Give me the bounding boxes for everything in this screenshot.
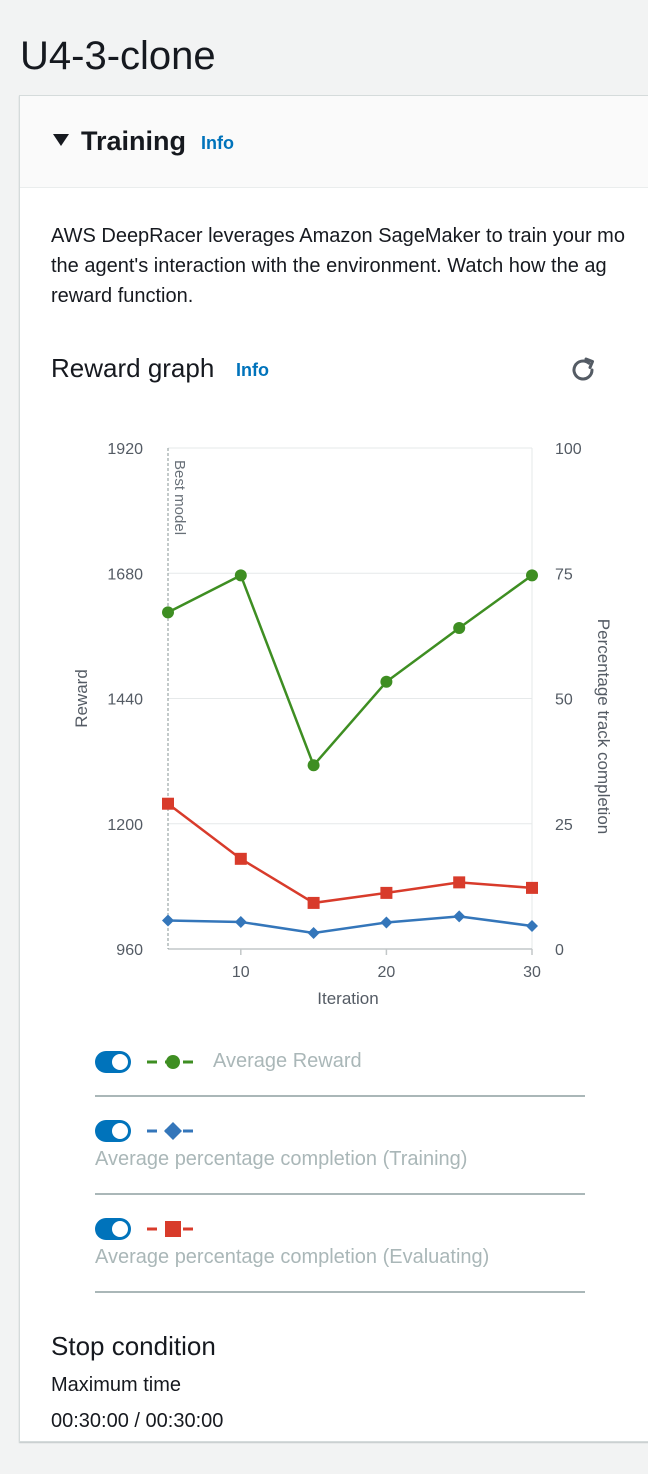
data-point-average-reward bbox=[453, 622, 466, 635]
data-point-average-reward bbox=[380, 675, 393, 688]
data-point-average-percentage-completion-evaluating bbox=[162, 797, 174, 810]
data-point-average-percentage-completion-evaluating bbox=[234, 852, 247, 865]
y-right-tick-label: 25 bbox=[555, 817, 573, 834]
x-tick-label: 30 bbox=[523, 964, 541, 981]
data-point-average-percentage-completion-training bbox=[380, 916, 393, 929]
data-point-average-reward bbox=[234, 569, 247, 582]
reward-graph-title: Reward graph bbox=[51, 353, 215, 383]
legend-label-training: Average percentage completion (Training) bbox=[95, 1148, 468, 1170]
circle-marker-icon bbox=[147, 1055, 199, 1069]
series-line-average-percentage-completion-training bbox=[167, 915, 533, 935]
data-point-average-percentage-completion-training bbox=[453, 910, 466, 923]
toggle-average-reward[interactable] bbox=[95, 1051, 131, 1073]
y-right-tick-label: 75 bbox=[555, 566, 573, 583]
series-line-average-reward bbox=[167, 573, 533, 768]
caret-down-icon[interactable] bbox=[53, 134, 69, 146]
y-right-tick-label: 100 bbox=[555, 441, 582, 458]
reward-graph-info-link[interactable]: Info bbox=[236, 360, 269, 380]
best-model-label: Best model bbox=[171, 460, 188, 535]
toggle-training[interactable] bbox=[95, 1120, 131, 1142]
x-tick-label: 10 bbox=[232, 964, 250, 981]
data-point-average-percentage-completion-training bbox=[307, 926, 320, 939]
max-time-label: Maximum time bbox=[51, 1374, 182, 1396]
diamond-marker-icon bbox=[147, 1122, 199, 1140]
y-left-tick-label: 960 bbox=[116, 942, 143, 959]
y-left-tick-label: 1680 bbox=[107, 566, 143, 583]
reward-chart: 960 1200 1440 1680 1920 0 25 50 75 100 10 20 30 Itera… bbox=[72, 441, 613, 1008]
page-title: U4-3-clone bbox=[20, 34, 216, 78]
legend-label-evaluating: Average percentage completion (Evaluatin… bbox=[95, 1246, 490, 1268]
y-left-axis-title: Reward bbox=[72, 669, 91, 728]
data-point-average-percentage-completion-training bbox=[234, 915, 247, 928]
description-line: the agent's interaction with the environ… bbox=[51, 255, 607, 277]
y-left-tick-label: 1200 bbox=[107, 817, 143, 834]
data-point-average-percentage-completion-evaluating bbox=[526, 881, 538, 894]
training-panel: Training Info AWS DeepRacer leverages Am… bbox=[19, 95, 648, 1442]
y-left-tick-label: 1920 bbox=[107, 441, 143, 458]
stop-condition-title: Stop condition bbox=[51, 1331, 216, 1361]
data-point-average-percentage-completion-evaluating bbox=[380, 886, 393, 899]
square-marker-icon bbox=[147, 1221, 199, 1237]
legend-item-evaluating: Average percentage completion (Evaluatin… bbox=[95, 1212, 585, 1293]
y-left-tick-label: 1440 bbox=[107, 692, 143, 709]
x-axis-title: Iteration bbox=[317, 989, 378, 1008]
x-tick-label: 20 bbox=[378, 964, 396, 981]
legend-item-training: Average percentage completion (Training) bbox=[95, 1114, 585, 1195]
data-point-average-percentage-completion-evaluating bbox=[453, 876, 466, 889]
training-panel-header[interactable]: Training Info bbox=[20, 96, 648, 188]
data-point-average-reward bbox=[162, 606, 174, 619]
description-line: AWS DeepRacer leverages Amazon SageMaker… bbox=[51, 225, 625, 247]
data-point-average-reward bbox=[307, 759, 320, 772]
legend-label-average-reward: Average Reward bbox=[213, 1050, 362, 1072]
toggle-evaluating[interactable] bbox=[95, 1218, 131, 1240]
training-title[interactable]: Training bbox=[81, 126, 187, 156]
data-point-average-reward bbox=[526, 569, 538, 582]
y-right-axis-title: Percentage track completion bbox=[594, 619, 613, 834]
legend-item-average-reward: Average Reward bbox=[95, 1043, 585, 1097]
training-info-link[interactable]: Info bbox=[201, 133, 234, 153]
max-time-value: 00:30:00 / 00:30:00 bbox=[51, 1410, 224, 1432]
series-line-average-percentage-completion-evaluating bbox=[167, 802, 533, 905]
data-point-average-percentage-completion-evaluating bbox=[307, 896, 320, 909]
training-description: AWS DeepRacer leverages Amazon SageMaker… bbox=[51, 221, 648, 311]
data-point-average-percentage-completion-training bbox=[162, 914, 174, 927]
y-right-tick-label: 50 bbox=[555, 692, 573, 709]
y-right-tick-label: 0 bbox=[555, 942, 564, 959]
description-line: reward function. bbox=[51, 285, 194, 307]
refresh-icon[interactable] bbox=[567, 354, 599, 386]
data-point-average-percentage-completion-training bbox=[526, 919, 538, 932]
